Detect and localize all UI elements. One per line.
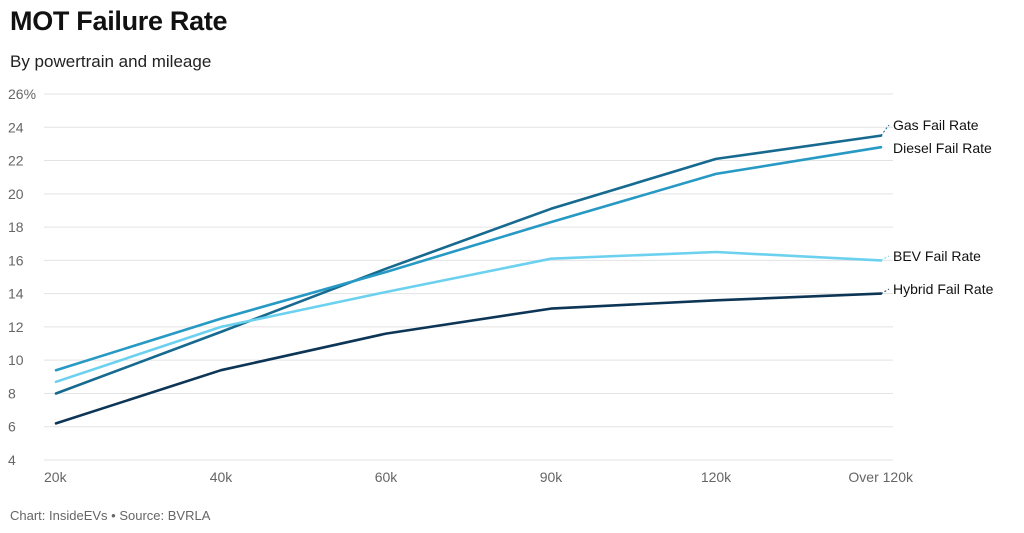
y-tick-label: 14 [8,286,24,302]
series-line [54,250,883,384]
y-tick-label: 12 [8,319,24,335]
chart-credit: Chart: InsideEVs • Source: BVRLA [10,508,211,523]
label-connector [880,255,890,261]
series-label: Gas Fail Rate [893,117,979,133]
y-tick-label: 20 [8,186,24,202]
series-line [54,134,883,395]
x-tick-label: 20k [44,469,68,485]
series-labels: Gas Fail Rate Diesel Fail Rate BEV Fail Ra… [880,117,994,297]
x-axis-ticks: 20k 40k 60k 90k 120k Over 120k [44,469,914,485]
x-tick-label: 60k [375,469,399,485]
chart-subtitle: By powertrain and mileage [10,52,212,71]
x-tick-label: 120k [701,469,732,485]
y-tick-label: 16 [8,252,24,268]
y-tick-label: 8 [8,385,16,401]
y-tick-label: 22 [8,153,24,169]
y-tick-label: 24 [8,119,24,135]
y-tick-label: 10 [8,352,24,368]
y-tick-label: 18 [8,219,24,235]
chart-title: MOT Failure Rate [10,6,228,36]
x-tick-label: 40k [210,469,234,485]
label-connector [880,124,890,136]
y-axis-ticks: 26% 24 22 20 18 16 14 12 10 8 6 4 [8,86,36,468]
series-lines [54,134,883,425]
y-tick-label: 4 [8,452,16,468]
gridlines [44,93,893,461]
series-line [54,145,883,372]
y-tick-label: 26% [8,86,36,102]
series-label: Diesel Fail Rate [893,140,992,156]
series-line [54,292,883,425]
series-label: BEV Fail Rate [893,248,981,264]
y-tick-label: 6 [8,419,16,435]
label-connector [880,288,890,295]
x-tick-label: Over 120k [848,469,914,485]
x-tick-label: 90k [540,469,564,485]
series-label: Hybrid Fail Rate [893,281,994,297]
